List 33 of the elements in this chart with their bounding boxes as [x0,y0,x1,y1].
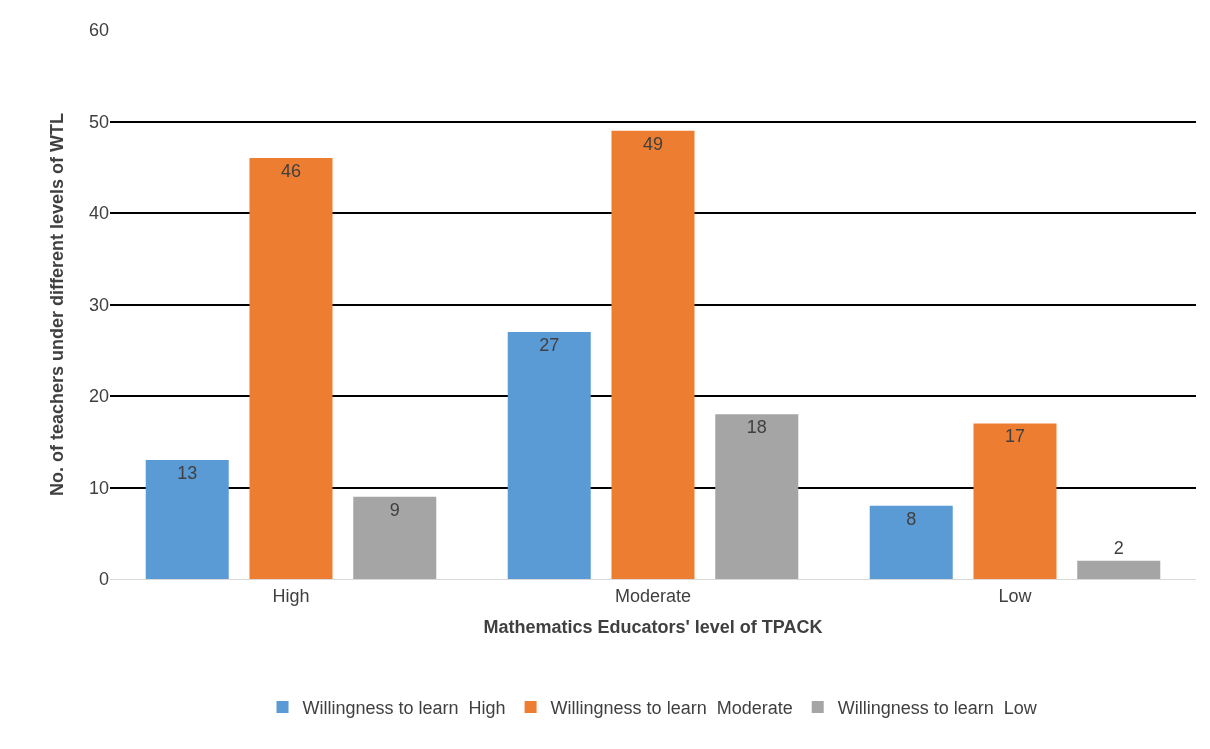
data-label: 8 [906,508,917,529]
data-label: 46 [280,161,302,182]
bar [715,414,799,579]
data-label: 9 [389,499,400,520]
y-tick-label: 40 [88,203,109,224]
y-tick-label: 50 [88,111,109,132]
bar [145,460,229,579]
x-tick-label: Moderate [614,585,692,606]
data-label: 13 [177,463,198,484]
y-tick-label: 10 [88,477,109,498]
bar [507,331,591,579]
y-tick-label: 60 [88,20,109,41]
bar [249,158,333,579]
bar [869,505,953,579]
y-tick-label: 0 [98,569,109,590]
legend-label: Willingness to learn Low [837,698,1038,719]
legend-label: Willingness to learn Moderate [550,698,793,719]
bar [1077,560,1161,579]
bar [611,130,695,579]
data-label: 18 [746,417,767,438]
data-label: 27 [539,334,560,355]
bar [353,496,437,579]
x-tick-label: Low [998,585,1033,606]
x-tick-label: High [272,585,310,606]
y-tick-label: 20 [88,386,109,407]
bar [973,423,1057,579]
data-label: 2 [1113,537,1124,558]
data-label: 17 [1004,426,1026,447]
y-tick-label: 30 [88,294,109,315]
data-label: 49 [642,133,664,154]
legend-label: Willingness to learn High [302,698,506,719]
x-axis-title: Mathematics Educators' level of TPACK [483,616,823,637]
y-axis-title: No. of teachers under different levels of WTL [47,112,68,497]
